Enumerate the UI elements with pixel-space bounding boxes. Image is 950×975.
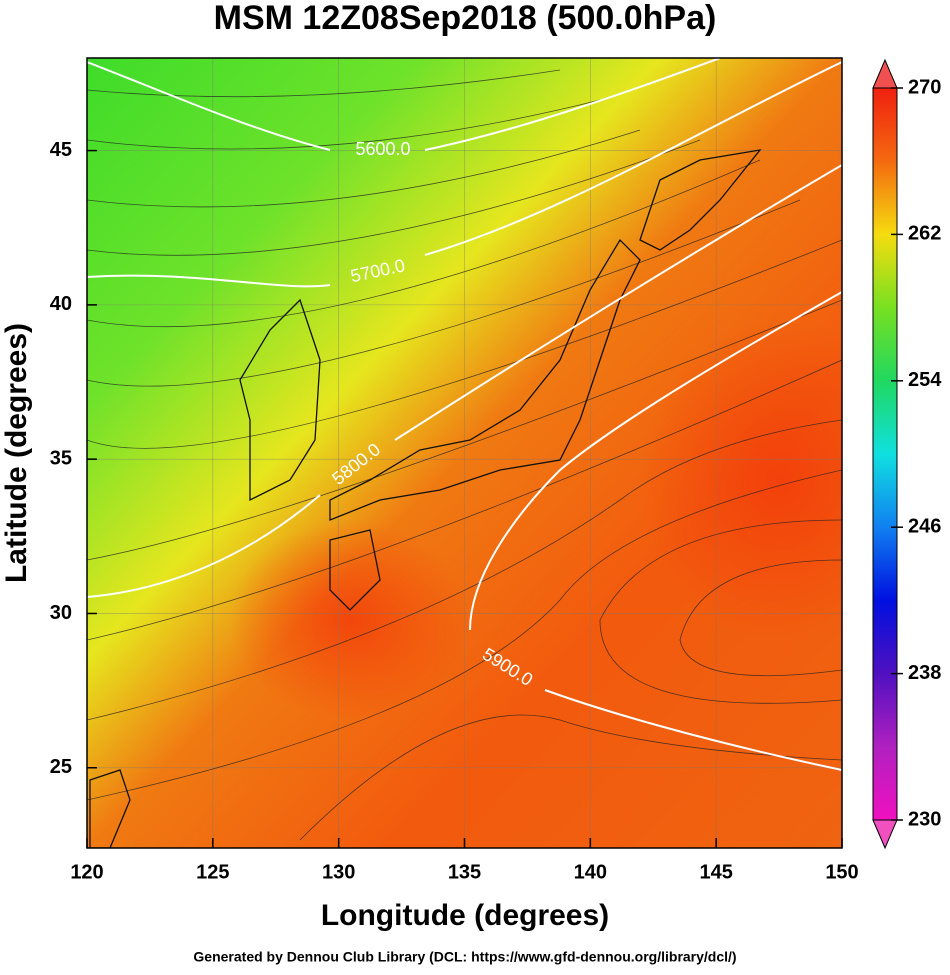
colorbar-tick-label: 238 [908, 662, 941, 684]
contour-label: 5600.0 [355, 139, 410, 159]
x-axis-label: Longitude (degrees) [321, 899, 609, 932]
y-axis-label: Latitude (degrees) [0, 323, 33, 583]
contours [87, 58, 842, 771]
contour-line [87, 61, 842, 288]
streamlines [87, 69, 842, 841]
colorbar-scale [872, 87, 898, 821]
y-tick-label: 45 [50, 139, 72, 161]
x-tick-label: 140 [574, 861, 607, 883]
warm-core [640, 320, 842, 640]
colorbar-extend-high [872, 58, 898, 89]
y-tick-label: 35 [50, 447, 72, 469]
warm-area [230, 520, 470, 720]
contour-line [87, 58, 721, 151]
y-tick-label: 25 [50, 756, 72, 778]
x-tick-label: 150 [825, 861, 858, 883]
colorbar-tick-label: 262 [908, 223, 941, 245]
y-tick-label: 40 [50, 293, 72, 315]
x-tick-label: 130 [322, 861, 355, 883]
x-tick-label: 145 [699, 861, 732, 883]
x-tick-label: 120 [70, 861, 103, 883]
x-tick-label: 135 [448, 861, 481, 883]
coastlines [89, 149, 762, 848]
colorbar-tick-label: 246 [908, 515, 941, 537]
x-tick-label: 125 [196, 861, 229, 883]
colorbar-extend-low [872, 819, 898, 850]
y-tick-label: 30 [50, 602, 72, 624]
colorbar-tick-label: 270 [908, 76, 941, 98]
colorbar-tick-label: 254 [908, 369, 942, 391]
colorbar [872, 58, 898, 850]
contour-line [469, 291, 842, 771]
footer: Generated by Dennou Club Library (DCL: h… [193, 949, 736, 965]
colorbar-tick-label: 230 [908, 808, 941, 830]
plot-area: 5600.0 5700.0 5800.0 5900.0 [87, 58, 842, 848]
grid [87, 58, 842, 848]
title: MSM 12Z08Sep2018 (500.0hPa) [214, 0, 717, 37]
contour-line [87, 164, 842, 598]
